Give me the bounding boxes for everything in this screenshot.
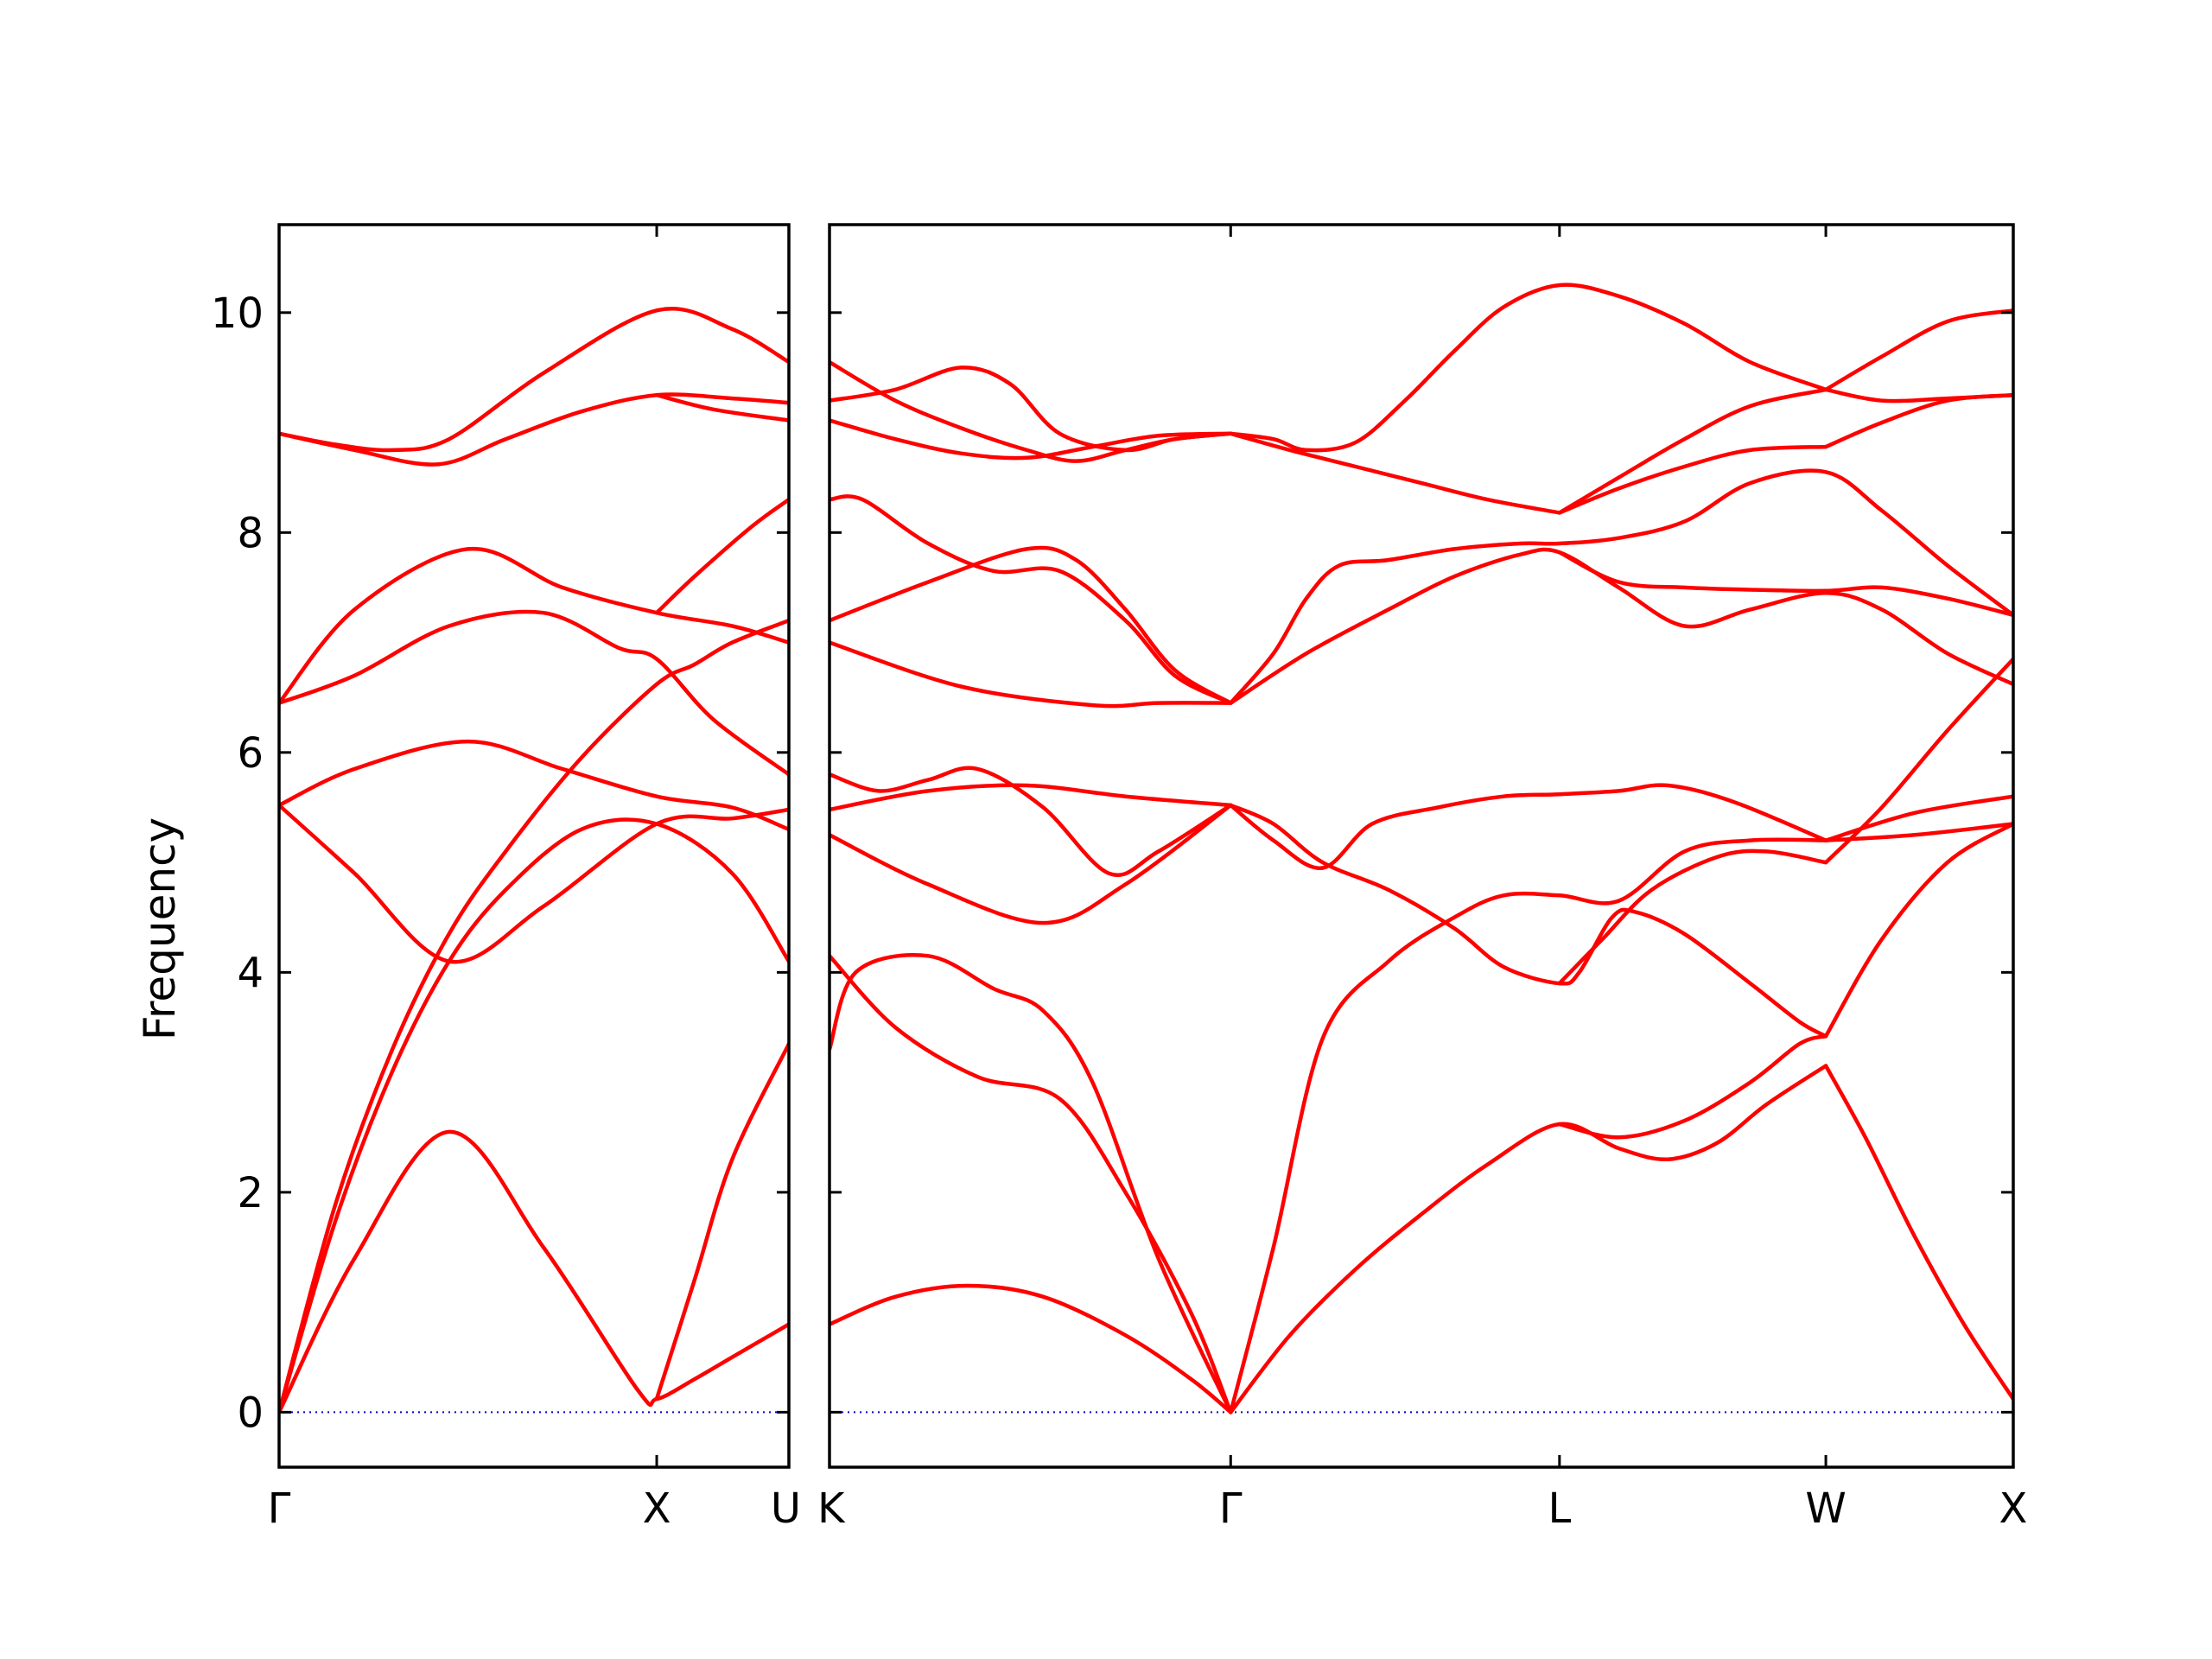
band-line <box>1823 392 2013 449</box>
band-line <box>830 803 1233 925</box>
x-tick-label: X <box>643 1484 671 1533</box>
band-line <box>1229 783 1828 870</box>
x-tick-label: U <box>771 1484 801 1533</box>
band-line <box>1557 1033 1828 1140</box>
band-line <box>279 739 789 832</box>
band-line <box>1557 387 1828 515</box>
y-tick-label: 4 <box>237 949 264 997</box>
band-line <box>279 618 789 1414</box>
panel-frame <box>828 223 2015 1469</box>
band-line <box>830 640 1233 709</box>
x-tick-label: W <box>1805 1484 1846 1533</box>
band-line <box>1229 1064 1828 1414</box>
x-tick-label: X <box>1999 1484 2028 1533</box>
band-line <box>830 545 1233 705</box>
band-line <box>279 546 789 705</box>
y-tick-label: 2 <box>237 1169 264 1217</box>
band-line <box>1823 822 2013 842</box>
band-line <box>830 783 1233 812</box>
x-tick-label: Γ <box>1219 1484 1243 1533</box>
band-line <box>830 766 1233 877</box>
band-line <box>1229 468 2013 705</box>
band-line <box>654 1041 789 1402</box>
band-line <box>1229 837 1828 1414</box>
band-line <box>279 803 789 964</box>
band-line <box>830 418 1233 461</box>
x-tick-label: Γ <box>268 1484 291 1533</box>
band-line <box>1229 431 1562 515</box>
band-line <box>654 497 789 615</box>
band-line <box>1557 444 1828 515</box>
band-line <box>279 392 789 467</box>
band-line <box>830 359 1233 463</box>
band-line <box>279 307 789 453</box>
band-line <box>1229 547 2013 705</box>
band-line <box>1229 283 1828 453</box>
band-line <box>1823 1064 2013 1402</box>
y-axis-title: Frequency <box>135 817 185 1040</box>
y-tick-label: 8 <box>237 509 264 557</box>
band-line <box>830 1283 1233 1414</box>
x-tick-label: L <box>1548 1484 1571 1533</box>
y-tick-label: 0 <box>237 1389 264 1437</box>
band-line <box>1557 849 1828 986</box>
y-tick-label: 6 <box>237 729 264 778</box>
band-line <box>279 609 789 777</box>
band-line <box>1229 803 1828 1039</box>
left-panel: 0 2 4 6 8 10 Γ X U <box>211 223 801 1533</box>
band-line <box>830 953 1233 1414</box>
band-line <box>830 494 1233 705</box>
band-line <box>1823 822 2013 1039</box>
panel-frame <box>277 223 791 1469</box>
x-tick-label: K <box>817 1484 846 1533</box>
band-line <box>654 392 789 423</box>
bands-group <box>830 283 2013 1414</box>
band-line <box>279 817 789 1414</box>
y-tick-label: 10 <box>211 289 264 338</box>
band-line <box>830 954 1233 1414</box>
band-line <box>1557 550 2013 618</box>
band-line <box>279 1129 789 1414</box>
band-line <box>1823 794 2013 842</box>
band-line <box>1823 308 2013 392</box>
bands-group <box>279 307 789 1414</box>
